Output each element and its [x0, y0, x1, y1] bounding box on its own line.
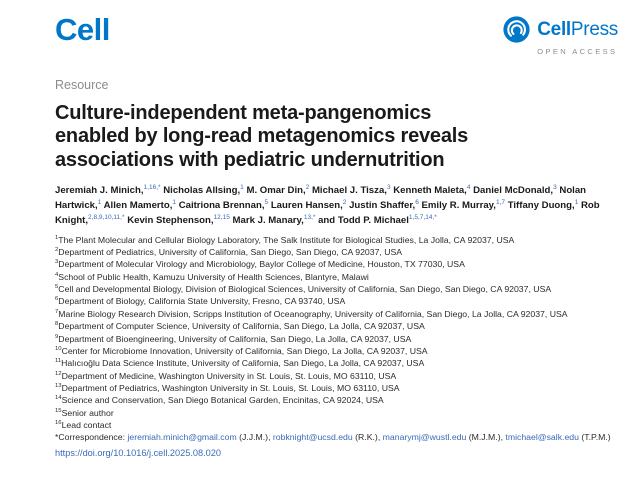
author-affiliation-superscript: 2	[342, 198, 347, 206]
masthead: Cell CellPress OPEN ACCESS	[55, 12, 618, 56]
author: Nolan Hartwick,1	[55, 185, 587, 212]
author: Emily R. Murray,1,7	[421, 198, 506, 212]
email-link[interactable]: manarymj@wustl.edu	[382, 432, 467, 443]
cellpress-wordmark-press: Press	[570, 19, 618, 40]
affiliation-item: 11Halıcıoğlu Data Science Institute, Uni…	[55, 358, 425, 369]
affiliation-number: 5	[55, 284, 59, 291]
author-affiliation-superscript: 5	[264, 198, 269, 206]
affiliation-item: 5Cell and Developmental Biology, Divisio…	[55, 284, 552, 295]
correspondence-line: *Correspondence: jeremiah.minich@gmail.c…	[55, 432, 611, 443]
affiliation-number: 14	[55, 395, 62, 402]
affiliation-item: 3Department of Molecular Virology and Mi…	[55, 259, 465, 270]
author-list: Jeremiah J. Minich,1,16,* Nicholas Allsi…	[55, 184, 618, 229]
affiliation-number: 10	[55, 345, 62, 352]
affiliation-item: 1The Plant Molecular and Cellular Biolog…	[55, 234, 515, 245]
author: Jeremiah J. Minich,1,16,*	[55, 183, 161, 197]
cellpress-wordmark-cell: Cell	[537, 19, 571, 40]
author-affiliation-superscript: 12,15	[213, 213, 230, 221]
author-affiliation-superscript: 4	[466, 183, 471, 191]
affiliation-item: 6Department of Biology, California State…	[55, 296, 346, 307]
article-title: Culture-independent meta-pangenomics ena…	[55, 102, 525, 172]
affiliation-number: 12	[55, 370, 62, 377]
author-affiliation-superscript: 6	[415, 198, 419, 206]
affiliation-number: 2	[55, 247, 59, 254]
cell-journal-logo: Cell	[55, 12, 110, 47]
affiliation-item: 7Marine Biology Research Division, Scrip…	[55, 308, 568, 319]
author-affiliation-superscript: 1	[97, 198, 102, 206]
affiliation-item: 12Department of Medicine, Washington Uni…	[55, 370, 397, 381]
affiliation-number: 9	[55, 333, 59, 340]
article-header: Resource Culture-independent meta-pangen…	[55, 78, 618, 458]
author-affiliation-superscript: 13,*	[303, 213, 316, 221]
author: Caitriona Brennan,5	[178, 198, 269, 212]
doi-line: https://doi.org/10.1016/j.cell.2025.08.0…	[55, 448, 618, 458]
affiliation-item: 10Center for Microbiome Innovation, Univ…	[55, 345, 428, 356]
affiliation-number: 16	[55, 420, 62, 427]
author: Lauren Hansen,2	[270, 198, 347, 212]
author: Nicholas Allsing,1	[163, 183, 244, 197]
open-access-label: OPEN ACCESS	[537, 47, 618, 56]
cellpress-wordmark: CellPress	[537, 20, 618, 39]
affiliation-number: 15	[55, 407, 62, 414]
author: Kevin Stephenson,12,15	[127, 213, 230, 226]
author-affiliation-superscript: 1,7	[495, 198, 506, 206]
author-affiliation-superscript: 1,5,7,14,*	[408, 213, 437, 221]
author-affiliation-superscript: 3	[386, 183, 391, 191]
author-affiliation-superscript: 3	[553, 183, 557, 191]
email-link[interactable]: robknight@ucsd.edu	[272, 432, 353, 443]
affiliation-item: 14Science and Conservation, San Diego Bo…	[55, 395, 384, 406]
affiliation-item: 4School of Public Health, Kamuzu Univers…	[55, 271, 369, 282]
affiliation-item: 16Lead contact	[55, 419, 112, 430]
author-affiliation-superscript: 1,16,*	[143, 183, 161, 191]
affiliation-number: 11	[55, 358, 62, 365]
affiliation-number: 8	[55, 321, 59, 328]
affiliation-number: 7	[55, 308, 59, 315]
affiliation-list: 1The Plant Molecular and Cellular Biolog…	[55, 234, 618, 432]
author: Mark J. Manary,13,*	[232, 213, 316, 226]
author-affiliation-superscript: 1	[172, 198, 177, 206]
author: Rob Knight,2,8,9,10,11,*	[55, 200, 600, 226]
author: Tiffany Duong,1	[507, 198, 579, 212]
email-link[interactable]: jeremiah.minich@gmail.com	[127, 432, 237, 443]
author-affiliation-superscript: 2,8,9,10,11,*	[88, 213, 125, 221]
cellpress-logo-block: CellPress OPEN ACCESS	[503, 12, 618, 56]
author-affiliation-superscript: 1	[240, 183, 244, 191]
affiliation-number: 1	[55, 234, 59, 241]
affiliation-item: 9Department of Bioengineering, Universit…	[55, 333, 412, 344]
article-type-label: Resource	[55, 78, 109, 92]
doi-link[interactable]: https://doi.org/10.1016/j.cell.2025.08.0…	[55, 447, 222, 458]
affiliation-item: 2Department of Pediatrics, University of…	[55, 247, 403, 258]
affiliation-item: 15Senior author	[55, 407, 114, 418]
affiliation-number: 13	[55, 382, 62, 389]
author-affiliation-superscript: 2	[305, 183, 310, 191]
author-affiliation-superscript: 1	[574, 198, 579, 206]
author: Allen Mamerto,1	[103, 198, 177, 212]
affiliation-item: 8Department of Computer Science, Univers…	[55, 321, 425, 332]
affiliation-number: 4	[55, 271, 59, 278]
author: Michael J. Tisza,3	[311, 183, 391, 197]
author: Justin Shaffer,6	[349, 198, 419, 212]
affiliation-number: 3	[55, 259, 59, 266]
email-link[interactable]: tmichael@salk.edu	[505, 432, 579, 443]
author: and Todd P. Michael1,5,7,14,*	[318, 213, 437, 226]
title-line: associations with pediatric undernutriti…	[55, 148, 445, 171]
cellpress-icon	[503, 16, 530, 43]
affiliation-number: 6	[55, 296, 59, 303]
author: M. Omar Din,2	[246, 183, 310, 197]
author: Daniel McDonald,3	[473, 183, 557, 197]
title-line: Culture-independent meta-pangenomics	[55, 102, 432, 124]
title-line: enabled by long-read metagenomics reveal…	[55, 125, 469, 148]
affiliation-item: 13Department of Pediatrics, Washington U…	[55, 382, 400, 393]
author: Kenneth Maleta,4	[393, 183, 471, 197]
